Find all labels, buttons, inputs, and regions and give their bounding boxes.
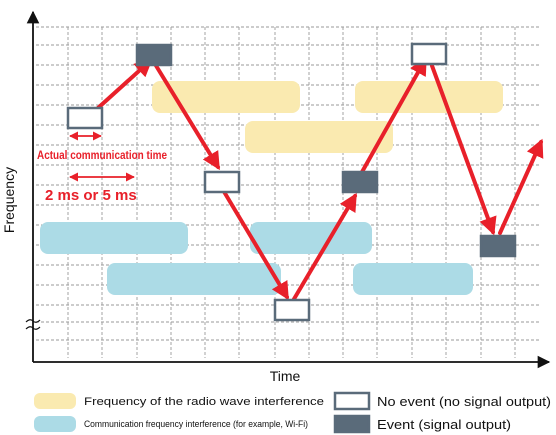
legend-radio-swatch bbox=[34, 393, 76, 409]
legend-event-swatch bbox=[333, 414, 371, 434]
hop-arrow bbox=[498, 138, 544, 235]
radio-interference-bands bbox=[152, 81, 503, 153]
hop-arrow bbox=[153, 62, 220, 171]
axis-break-icon bbox=[25, 319, 41, 330]
legend: Frequency of the radio wave interference… bbox=[34, 391, 551, 434]
legend-comm-label: Communication frequency interference (fo… bbox=[84, 419, 308, 429]
radio-interference-band bbox=[355, 81, 503, 113]
comm-interference-bands bbox=[40, 222, 473, 295]
hop-arrow bbox=[221, 188, 289, 301]
hop-arrow bbox=[429, 61, 497, 236]
hop-path bbox=[86, 56, 544, 301]
no-event-box bbox=[273, 298, 311, 322]
no-event-box bbox=[66, 106, 104, 130]
communication-time-annotation: Actual communication time 2 ms or 5 ms bbox=[37, 131, 167, 204]
event-box bbox=[479, 234, 517, 258]
radio-interference-band bbox=[152, 81, 300, 113]
hop-boxes bbox=[66, 42, 517, 322]
legend-no-event-label: No event (no signal output) bbox=[377, 394, 551, 409]
comm-interference-band bbox=[353, 263, 473, 295]
event-box bbox=[341, 170, 379, 194]
interval-label: 2 ms or 5 ms bbox=[45, 187, 137, 204]
no-event-box bbox=[203, 170, 241, 194]
event-box bbox=[135, 43, 173, 67]
legend-event-label: Event (signal output) bbox=[377, 417, 511, 432]
comm-interference-band bbox=[40, 222, 188, 254]
radio-interference-band bbox=[245, 121, 393, 153]
comm-time-label: Actual communication time bbox=[37, 148, 167, 162]
comm-interference-band bbox=[250, 222, 372, 254]
x-axis-label: Time bbox=[270, 368, 301, 384]
comm-interference-band bbox=[107, 263, 281, 295]
y-axis-label: Frequency bbox=[1, 167, 17, 233]
legend-no-event-swatch bbox=[333, 391, 371, 411]
no-event-box bbox=[410, 42, 448, 66]
legend-comm-swatch bbox=[34, 416, 76, 432]
hop-arrow bbox=[292, 192, 357, 301]
axes bbox=[25, 10, 551, 369]
hop-arrow bbox=[360, 56, 427, 174]
legend-radio-label: Frequency of the radio wave interference bbox=[84, 396, 324, 408]
